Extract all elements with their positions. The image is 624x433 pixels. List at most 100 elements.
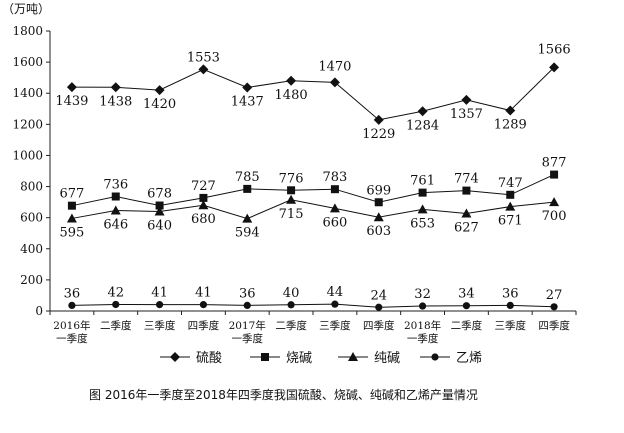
data-label: 1553 (187, 50, 220, 65)
triangle-point (286, 194, 297, 204)
y-tick-label: 200 (20, 273, 43, 287)
square-point (418, 188, 427, 197)
circle-point (418, 302, 427, 310)
data-label: 761 (410, 174, 435, 189)
data-label: 1480 (275, 88, 308, 103)
data-label: 44 (327, 285, 344, 300)
data-label: 40 (283, 286, 300, 301)
triangle-point (373, 212, 384, 222)
diamond-point (154, 85, 165, 96)
data-label: 1437 (231, 94, 264, 109)
triangle-point (198, 200, 209, 210)
data-label: 1357 (450, 107, 483, 122)
triangle-point (110, 205, 121, 215)
square-point (287, 186, 296, 195)
data-label: 776 (279, 171, 304, 186)
data-label: 671 (498, 214, 523, 229)
triangle-point (329, 203, 340, 213)
series-line (71, 303, 555, 308)
data-label: 1420 (143, 97, 176, 112)
legend: 硫酸 烧碱 纯碱 乙烯 (160, 351, 482, 366)
x-tick-label: 一季度 (407, 332, 439, 345)
data-label: 678 (147, 187, 172, 202)
y-tick-label: 1600 (12, 55, 43, 69)
circle-point (550, 303, 558, 311)
data-label: 1470 (318, 59, 351, 74)
data-label: 32 (414, 287, 431, 302)
legend-marker (261, 353, 269, 361)
circle-point (287, 301, 295, 309)
data-label: 785 (235, 170, 260, 185)
data-label: 700 (542, 209, 567, 224)
circle-point (155, 301, 164, 309)
x-tick-label: 二季度 (451, 319, 483, 332)
series-2 (66, 194, 560, 223)
circle-point (331, 300, 339, 308)
legend-label: 乙烯 (456, 351, 482, 366)
y-tick-label: 1400 (12, 86, 43, 100)
chart-caption: 图 2016年一季度至2018年四季度我国硫酸、烧碱、纯碱和乙烯产量情况 (89, 387, 478, 402)
data-label: 603 (366, 224, 391, 239)
triangle-point (505, 201, 516, 211)
data-label: 1284 (406, 118, 439, 133)
y-tick-label: 600 (20, 211, 43, 225)
series-line (71, 199, 555, 220)
legend-label: 纯碱 (374, 351, 400, 366)
x-tick-label: 二季度 (100, 319, 132, 332)
triangle-point (461, 208, 472, 218)
square-point (374, 198, 383, 207)
series-1 (67, 170, 559, 210)
legend-marker (431, 353, 439, 361)
data-label: 1289 (494, 117, 527, 132)
data-label: 646 (103, 218, 128, 233)
x-tick-label: 一季度 (56, 332, 88, 345)
data-labels: 1439 1438 1420 1553 1437 1480 1470 1229 1284 1357… (55, 42, 570, 303)
triangle-point (417, 204, 428, 214)
square-point (330, 185, 339, 194)
x-tick-label: 二季度 (275, 319, 307, 332)
data-label: 41 (151, 286, 168, 301)
data-label: 36 (239, 286, 256, 301)
x-tick-label: 四季度 (363, 319, 395, 332)
y-tick-label: 1000 (12, 148, 43, 162)
data-label: 36 (502, 286, 519, 301)
triangle-point (549, 197, 560, 207)
triangle-point (66, 213, 77, 223)
diamond-point (286, 75, 297, 86)
y-tick-label: 400 (20, 242, 43, 256)
square-point (199, 193, 208, 202)
x-tick-label: 2016年 (53, 319, 90, 332)
series-line (71, 174, 555, 207)
y-tick-label: 0 (35, 304, 43, 318)
legend-label: 烧碱 (286, 351, 312, 366)
series-layer (66, 62, 560, 311)
diamond-point (417, 106, 428, 117)
data-label: 1438 (99, 94, 132, 109)
circle-point (243, 301, 251, 309)
x-tick-label: 三季度 (144, 319, 176, 332)
x-tick-label: 一季度 (232, 332, 264, 345)
data-label: 660 (323, 215, 348, 230)
data-label: 699 (366, 183, 391, 198)
data-label: 36 (64, 286, 81, 301)
square-point (155, 201, 164, 210)
square-point (550, 170, 559, 179)
x-tick-label: 四季度 (188, 319, 220, 332)
diamond-point (505, 105, 516, 116)
data-label: 1439 (55, 94, 88, 109)
data-label: 727 (191, 179, 216, 194)
diamond-point (66, 82, 77, 93)
circle-point (375, 303, 383, 311)
diamond-point (110, 82, 121, 93)
series-line (71, 67, 555, 121)
square-point (243, 184, 252, 193)
diamond-point (461, 94, 472, 105)
series-0 (66, 62, 560, 125)
data-label: 595 (60, 225, 85, 240)
y-tick-label: 1800 (12, 24, 43, 38)
data-label: 715 (279, 207, 304, 222)
square-point (111, 192, 120, 201)
data-label: 653 (410, 216, 435, 231)
square-point (67, 201, 76, 210)
